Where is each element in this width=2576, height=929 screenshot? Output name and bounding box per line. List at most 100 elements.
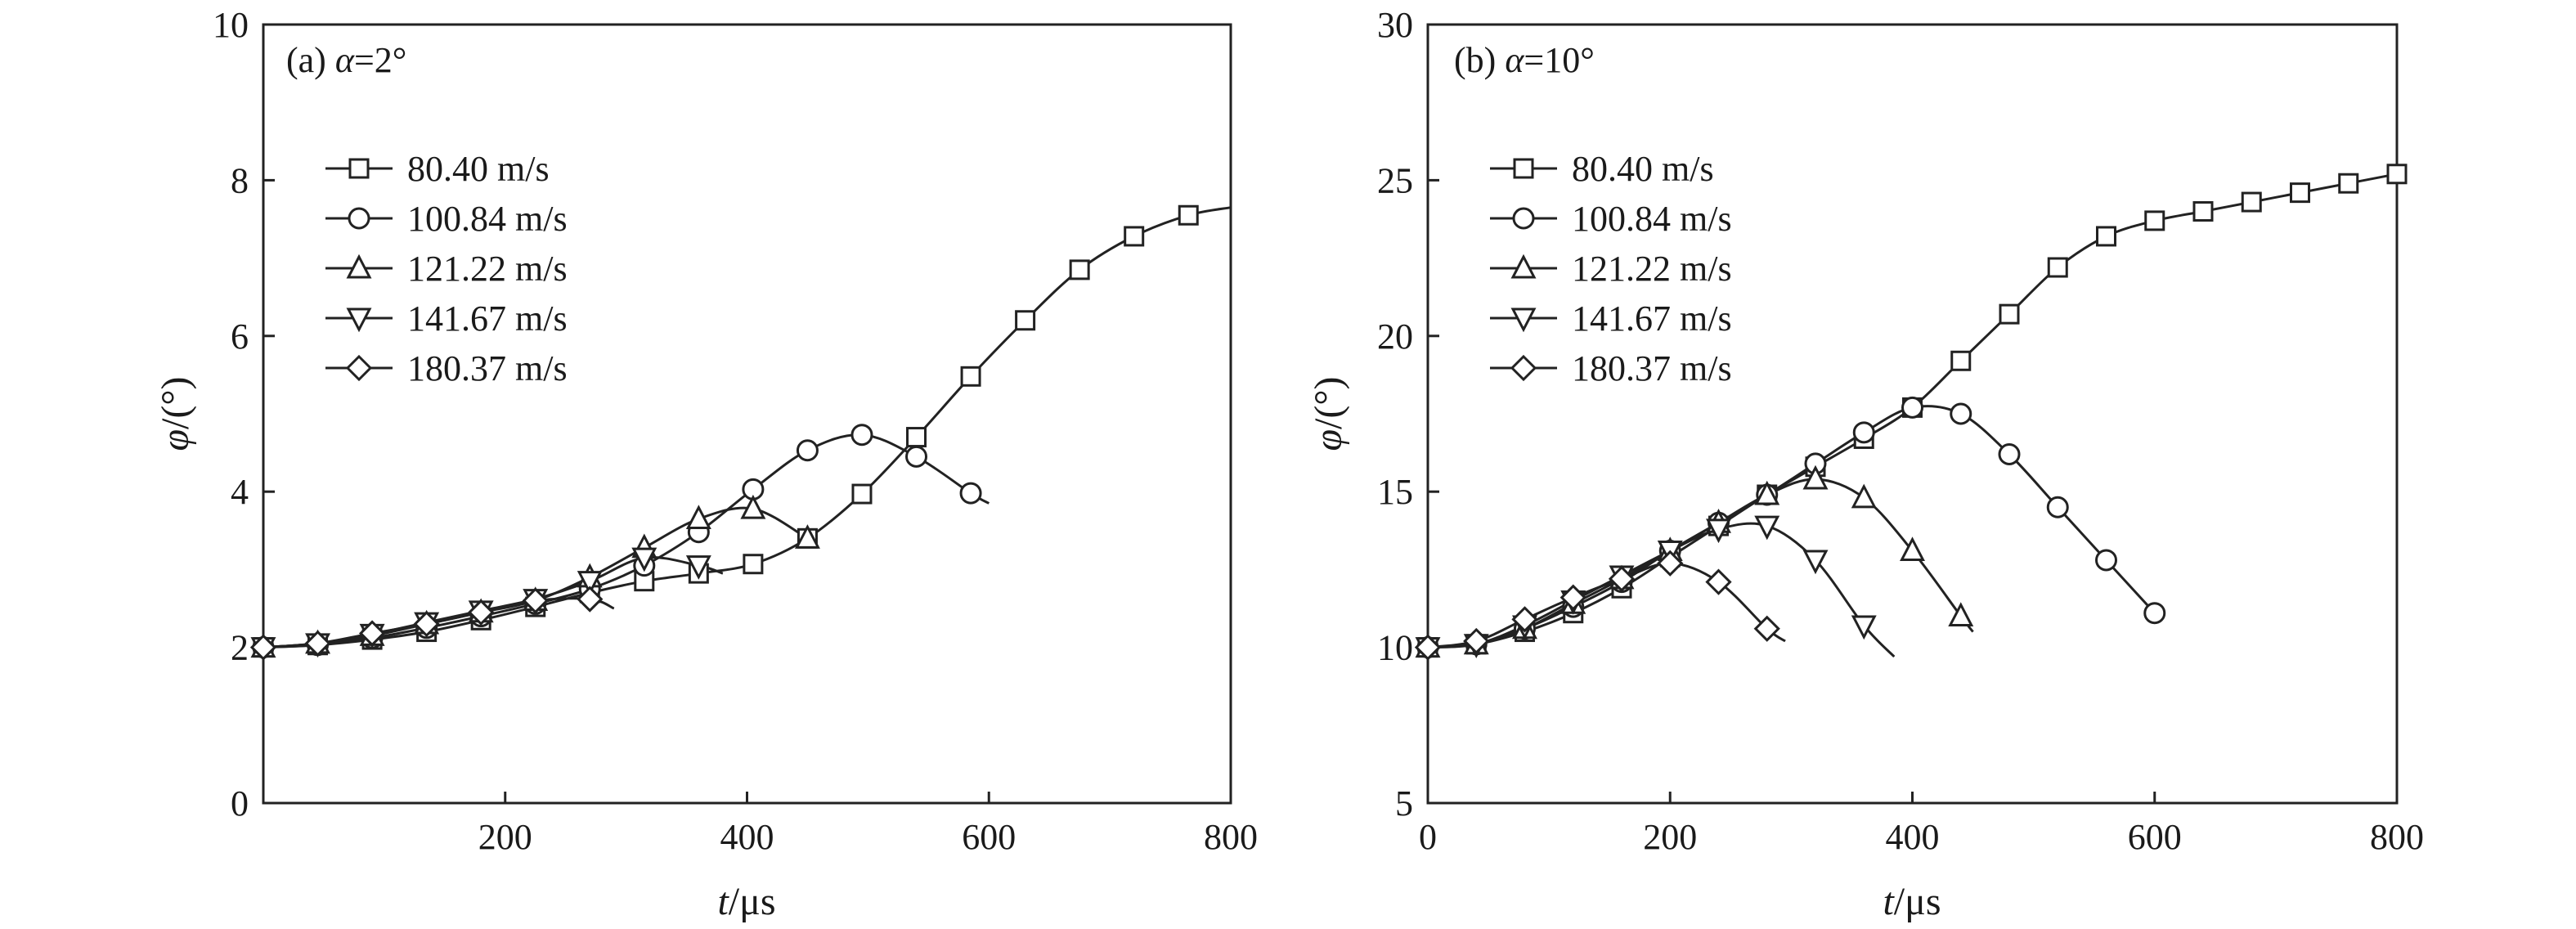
panel-a: 200 400 600 800 0 2 4 6 8 10 (a) α=2° 80.40 m/s 10…	[154, 5, 1258, 923]
data-point	[1124, 226, 1145, 247]
legend-label: 100.84 m/s	[1572, 199, 1732, 239]
panel-b: 0 200 400 600 800 5 10 15 20 25 30 (b) α=10° 80.40…	[1307, 5, 2424, 923]
legend-marker	[346, 254, 372, 279]
data-point	[1511, 606, 1538, 633]
legend-label: 141.67 m/s	[1572, 298, 1732, 339]
data-point	[1950, 402, 1972, 425]
y-tick-label: 6	[231, 316, 249, 357]
series-markers	[1414, 164, 2408, 662]
legend-label: 121.22 m/s	[407, 249, 568, 289]
data-point	[1900, 536, 1925, 562]
data-point	[1948, 602, 1974, 627]
x-tick-label: 600	[962, 817, 1016, 857]
data-point	[1851, 483, 1877, 509]
legend: 80.40 m/s 100.84 m/s 121.22 m/s 141.67 m/s 1…	[1490, 149, 1732, 388]
data-point	[1802, 464, 1829, 490]
legend-label: 80.40 m/s	[407, 149, 550, 189]
legend-marker	[1510, 254, 1537, 279]
legend: 80.40 m/s 100.84 m/s 121.22 m/s 141.67 m/s 1…	[325, 149, 568, 388]
series-markers	[249, 204, 1199, 662]
data-point	[358, 620, 386, 647]
data-point	[1015, 310, 1036, 331]
plot-frame	[262, 23, 1232, 805]
data-point	[2046, 496, 2069, 518]
data-point	[2096, 226, 2116, 247]
data-point	[249, 634, 277, 661]
data-point	[1754, 515, 1780, 541]
series-line	[1427, 478, 1974, 649]
data-point	[577, 586, 604, 613]
data-point	[1754, 480, 1780, 505]
data-point	[743, 554, 764, 575]
panel-label: (b) α=10°	[1454, 40, 1595, 80]
series-line	[263, 433, 990, 649]
panel-label: (a) α=2°	[286, 40, 406, 80]
y-tick-label: 5	[1395, 783, 1413, 824]
legend-marker	[1510, 307, 1537, 333]
x-axis-label: t/μs	[1883, 880, 1941, 923]
data-point	[2095, 549, 2117, 572]
x-tick-label: 200	[478, 817, 532, 857]
x-tick-label: 800	[1204, 817, 1258, 857]
x-tick-label: 600	[2128, 817, 2182, 857]
data-point	[2047, 257, 2068, 278]
data-point	[1608, 565, 1636, 592]
data-point	[522, 587, 549, 614]
data-point	[796, 439, 819, 462]
legend-marker	[348, 158, 370, 179]
y-tick-label: 10	[1377, 628, 1413, 668]
data-point	[906, 427, 927, 448]
y-axis-label: φ/(°)	[154, 376, 197, 451]
y-tick-label: 10	[213, 5, 249, 45]
data-point	[2144, 210, 2165, 231]
data-point	[740, 494, 766, 519]
data-point	[1851, 615, 1877, 640]
data-point	[2241, 191, 2262, 213]
data-point	[2192, 200, 2214, 222]
data-point	[1998, 443, 2021, 466]
data-point	[1463, 627, 1490, 655]
series-line	[1427, 405, 2156, 649]
legend-marker	[1512, 207, 1535, 230]
y-tick-label: 0	[231, 783, 249, 824]
data-point	[1901, 396, 1923, 419]
legend-marker	[1510, 354, 1537, 382]
data-point	[1950, 350, 1972, 371]
tick-group: 0 200 400 600 800 5 10 15 20 25 30	[1377, 5, 2424, 857]
data-point	[685, 555, 711, 580]
x-tick-label: 400	[1886, 817, 1940, 857]
data-point	[850, 424, 873, 447]
y-axis-label: φ/(°)	[1307, 376, 1350, 451]
y-tick-label: 20	[1377, 316, 1413, 357]
data-point	[959, 482, 982, 505]
data-point	[1657, 550, 1684, 577]
data-point	[468, 599, 495, 626]
series-line	[263, 506, 809, 649]
y-tick-label: 4	[231, 472, 249, 512]
data-point	[1178, 204, 1199, 226]
data-point	[1560, 584, 1586, 611]
legend-label: 121.22 m/s	[1572, 249, 1732, 289]
data-point	[960, 366, 981, 387]
legend-label: 141.67 m/s	[407, 298, 568, 339]
data-point	[2386, 164, 2408, 185]
x-tick-label: 200	[1643, 817, 1697, 857]
x-axis-label: t/μs	[717, 880, 775, 923]
data-point	[794, 524, 820, 549]
legend-label: 100.84 m/s	[407, 199, 568, 239]
legend-label: 180.37 m/s	[1572, 348, 1732, 388]
data-point	[577, 571, 603, 595]
data-point	[2290, 182, 2310, 204]
legend-label: 80.40 m/s	[1572, 149, 1714, 189]
data-point	[2143, 602, 2166, 625]
y-tick-label: 2	[231, 628, 249, 668]
data-point	[1999, 303, 2020, 325]
data-point	[304, 630, 331, 657]
x-tick-label: 800	[2370, 817, 2424, 857]
x-tick-label: 400	[720, 817, 774, 857]
x-tick-label: 0	[1419, 817, 1437, 857]
legend-label: 180.37 m/s	[407, 348, 568, 388]
data-point	[1753, 615, 1780, 642]
legend-marker	[348, 207, 370, 230]
